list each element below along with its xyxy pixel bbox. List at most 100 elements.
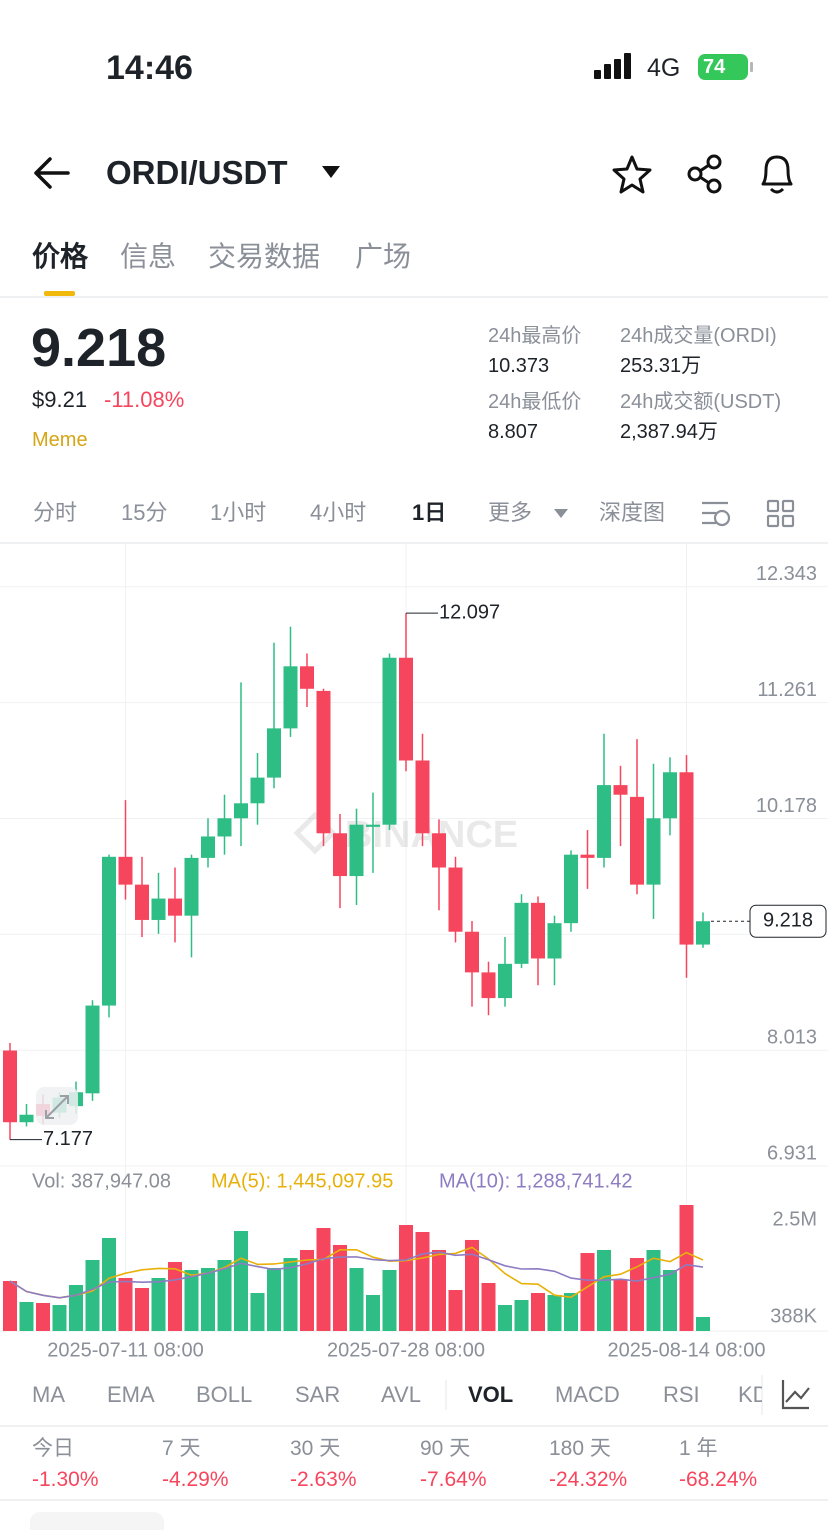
back-button[interactable] xyxy=(34,157,70,189)
favorite-button[interactable] xyxy=(612,155,652,194)
interval[interactable]: 分时 xyxy=(33,500,78,525)
y-tick-label: 10.178 xyxy=(756,795,817,817)
indicator[interactable]: RSI xyxy=(663,1382,700,1407)
stat-value: 253.31万 xyxy=(620,355,702,377)
x-tick-label: 2025-07-28 08:00 xyxy=(327,1339,485,1361)
layout-button[interactable] xyxy=(766,499,795,528)
indicator[interactable]: MA xyxy=(32,1382,65,1407)
indicator[interactable]: SAR xyxy=(295,1382,341,1407)
battery-tip xyxy=(750,62,753,72)
candle-body xyxy=(613,785,628,795)
volume-bar xyxy=(432,1249,446,1331)
volume-bar xyxy=(597,1249,611,1331)
candle-body xyxy=(250,777,265,804)
bottom-tab[interactable] xyxy=(30,1512,164,1530)
candle-body xyxy=(234,803,248,819)
candle-body xyxy=(481,972,496,999)
interval[interactable]: 1小时 xyxy=(210,500,267,525)
tab[interactable]: 价格 xyxy=(32,241,89,272)
candle-body xyxy=(696,921,710,945)
candle-body xyxy=(135,884,149,920)
volume-bar xyxy=(250,1292,265,1331)
volume-bar xyxy=(102,1238,116,1331)
volume-bar xyxy=(465,1239,479,1331)
candle-body xyxy=(514,902,529,964)
tab[interactable]: 信息 xyxy=(120,241,177,272)
volume-bar xyxy=(531,1292,545,1331)
expand-icon xyxy=(45,1095,69,1119)
candle-body xyxy=(630,796,644,885)
y-tick-label: 11.261 xyxy=(757,679,817,701)
signal-icon xyxy=(594,53,631,79)
y-tick-label: 2.5M xyxy=(773,1208,817,1230)
legend-entry: MA(10): 1,288,741.42 xyxy=(439,1170,632,1192)
indicator[interactable]: KD xyxy=(738,1384,762,1406)
volume-bar xyxy=(333,1244,347,1331)
tag[interactable]: Meme xyxy=(32,429,88,451)
volume-bar xyxy=(267,1267,281,1331)
more-dropdown[interactable] xyxy=(554,509,568,518)
volume-bar xyxy=(382,1269,397,1331)
interval[interactable]: 15分 xyxy=(121,500,168,525)
volume-bar xyxy=(630,1258,644,1331)
stat-label: 24h成交量(ORDI) xyxy=(620,325,777,347)
candle-body xyxy=(316,690,331,834)
volume-bar xyxy=(19,1301,34,1331)
volume-bar xyxy=(168,1262,182,1331)
candle-body xyxy=(498,963,512,999)
price-change: -11.08% xyxy=(104,387,185,412)
tab[interactable]: 广场 xyxy=(355,241,412,272)
indicator-settings-button[interactable] xyxy=(781,1380,810,1410)
volume-bar xyxy=(283,1258,298,1331)
indicator[interactable]: MACD xyxy=(555,1382,620,1407)
y-tick-label: 388K xyxy=(770,1305,817,1327)
stat-label: 24h最低价 xyxy=(488,391,582,413)
volume-bar xyxy=(679,1205,694,1331)
share-button[interactable] xyxy=(687,154,722,194)
tab-indicator xyxy=(44,291,75,296)
interval[interactable]: 更多 xyxy=(488,500,533,525)
candle-body xyxy=(382,657,397,825)
candle-body xyxy=(3,1050,17,1123)
candle-body xyxy=(184,857,199,916)
indicator[interactable]: AVL xyxy=(381,1382,421,1407)
volume-bar xyxy=(135,1287,149,1331)
interval[interactable]: 4小时 xyxy=(310,500,367,525)
candle-body xyxy=(399,657,413,761)
interval[interactable]: 深度图 xyxy=(599,500,666,525)
performance-value: -7.64% xyxy=(420,1468,487,1491)
indicator[interactable]: BOLL xyxy=(196,1382,253,1407)
volume-bar xyxy=(217,1259,232,1331)
y-tick-label: 12.343 xyxy=(756,563,817,585)
candle-body xyxy=(465,931,479,973)
performance-value: -24.32% xyxy=(549,1468,628,1491)
performance-label: 180 天 xyxy=(549,1437,611,1460)
volume-bar xyxy=(300,1249,314,1331)
chart-settings-button[interactable] xyxy=(702,501,731,527)
indicator[interactable]: VOL xyxy=(468,1382,514,1407)
interval[interactable]: 1日 xyxy=(412,500,447,525)
performance-label: 30 天 xyxy=(290,1437,341,1460)
low-label: 7.177 xyxy=(43,1128,93,1150)
battery-icon xyxy=(698,54,748,80)
x-tick-label: 2025-08-14 08:00 xyxy=(608,1339,766,1361)
expand-button[interactable] xyxy=(36,1087,78,1125)
performance-value: -4.29% xyxy=(162,1468,229,1491)
volume-bar xyxy=(580,1253,595,1331)
status-time: 14:46 xyxy=(106,49,193,87)
candle-body xyxy=(580,854,595,858)
pair-dropdown[interactable] xyxy=(322,166,340,178)
volume-bar xyxy=(85,1259,100,1331)
candle-body xyxy=(547,923,562,959)
volume-bar xyxy=(514,1300,529,1331)
pair-title[interactable]: ORDI/USDT xyxy=(106,154,288,191)
candle-body xyxy=(646,818,661,885)
candle-body xyxy=(415,760,430,834)
usd-price: $9.21 xyxy=(32,387,88,412)
tab[interactable]: 交易数据 xyxy=(208,241,321,272)
stat-value: 2,387.94万 xyxy=(620,421,718,443)
alert-button[interactable] xyxy=(761,155,793,194)
indicator[interactable]: EMA xyxy=(107,1382,155,1407)
volume-bar xyxy=(696,1317,710,1331)
